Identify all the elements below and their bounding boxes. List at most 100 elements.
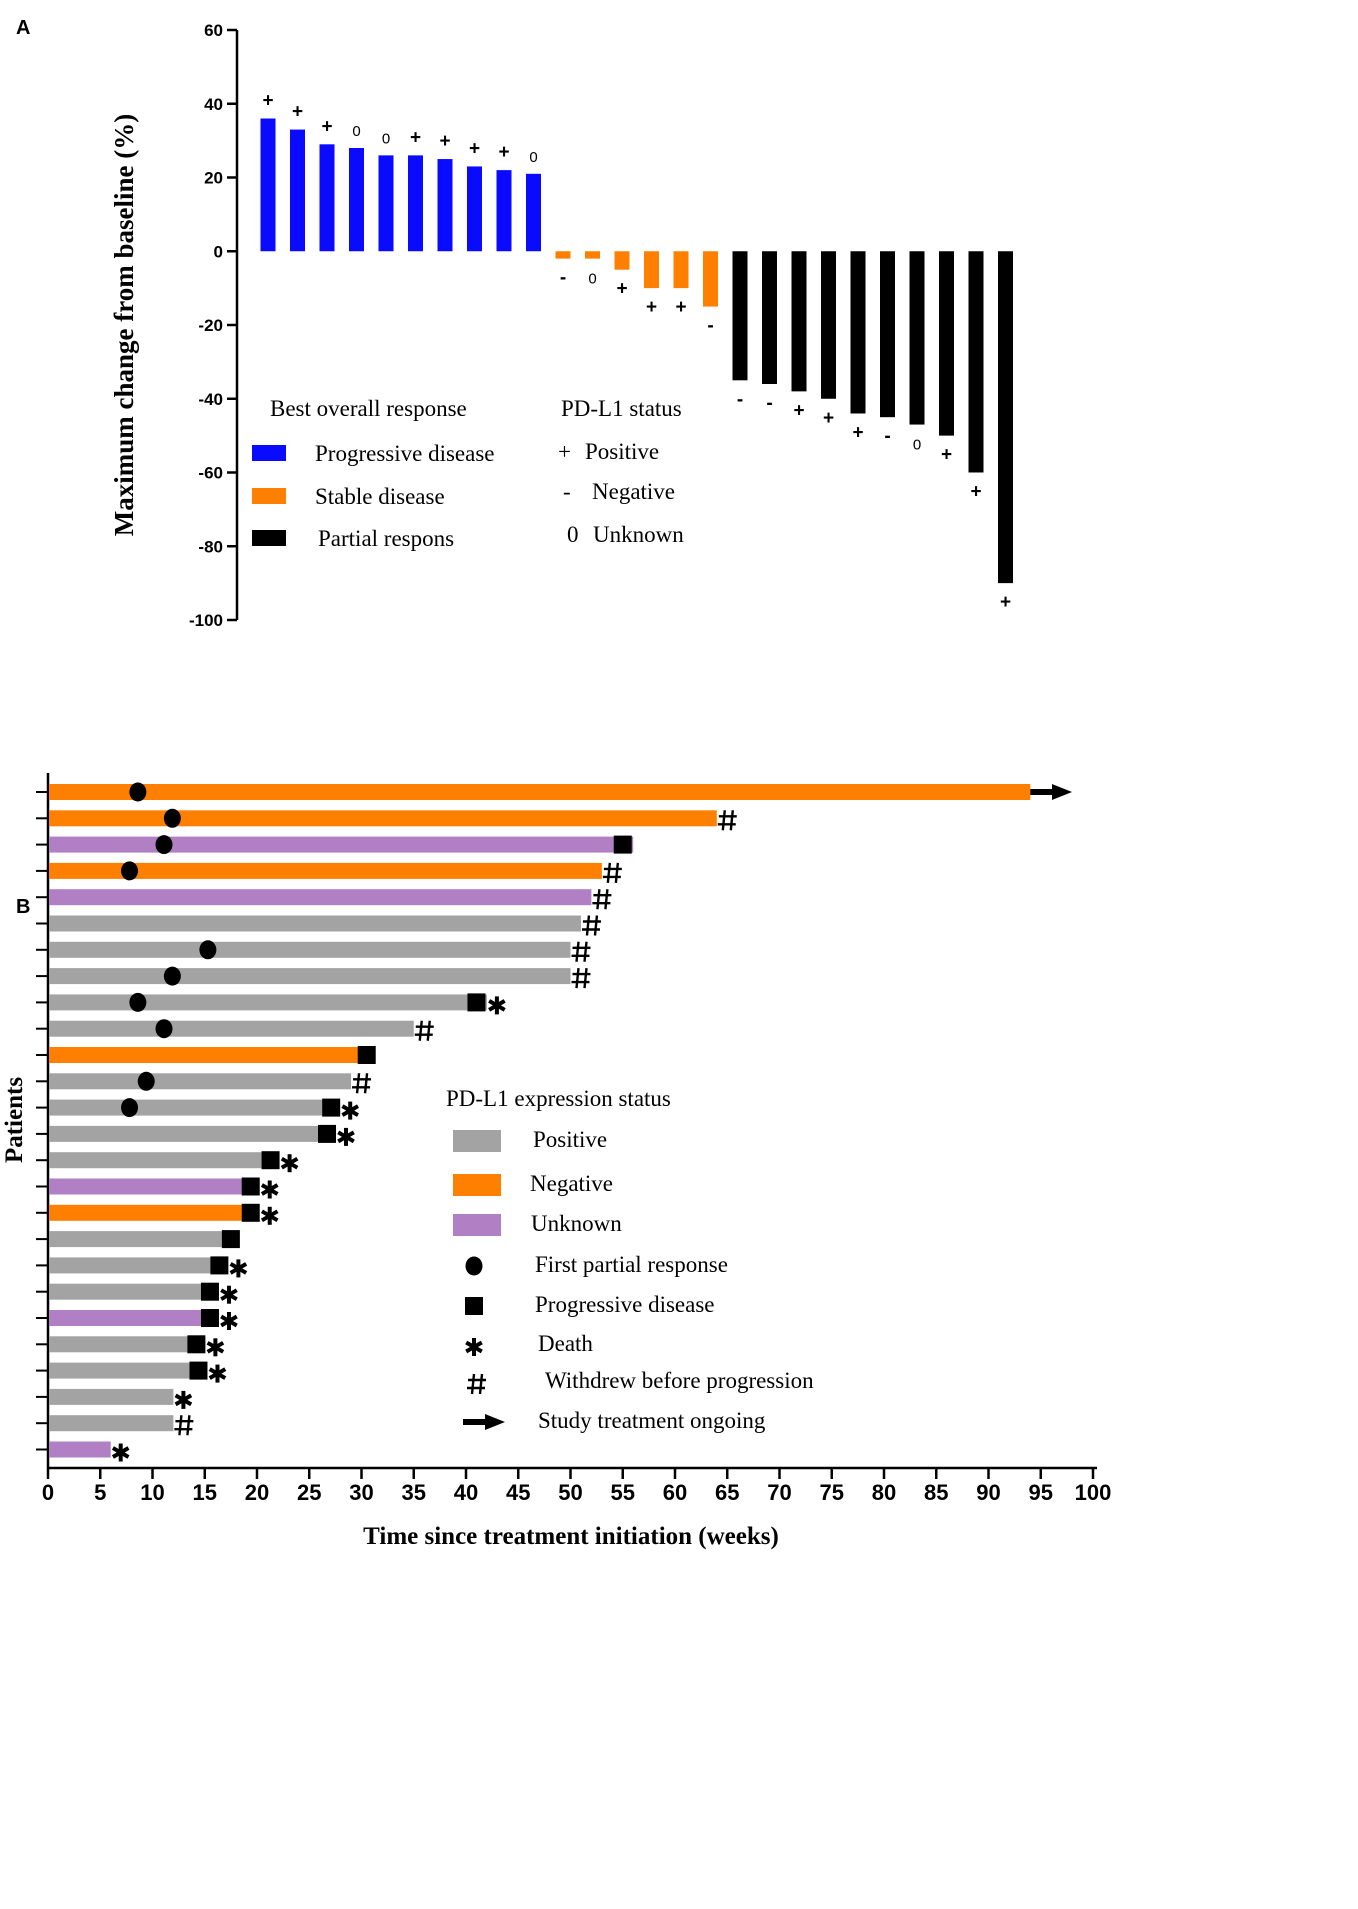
legend-label: Unknown [531, 1211, 622, 1236]
legend-swatch [453, 1214, 501, 1236]
pdl1-status-label: + [793, 400, 804, 421]
withdrew-marker [571, 941, 591, 962]
patient-bar [49, 1204, 247, 1221]
withdrew-marker [592, 889, 612, 910]
withdrew-marker-stroke [355, 1073, 361, 1094]
withdrew-marker [571, 967, 591, 989]
patient-bar [49, 1283, 205, 1300]
death-marker-stroke [174, 1393, 193, 1407]
first-response-marker [129, 782, 147, 802]
legend-swatch [453, 1174, 501, 1196]
withdrew-marker [467, 1373, 486, 1395]
progression-marker [241, 1203, 260, 1222]
x-tick-label: 55 [611, 1480, 635, 1505]
legend-response-label: Stable disease [315, 484, 445, 509]
withdrew-marker-stroke [585, 915, 591, 936]
pdl1-status-label: + [675, 297, 686, 318]
withdrew-marker-stroke [583, 967, 588, 989]
x-tick-label: 0 [42, 1480, 54, 1505]
patient-bar [49, 1362, 195, 1379]
patient-bar [49, 1257, 216, 1274]
pdl1-status-label: + [439, 131, 450, 152]
y-tick-label: -100 [189, 611, 223, 630]
x-axis-title: Time since treatment initiation (weeks) [363, 1523, 779, 1550]
y-tick-label: -80 [198, 537, 223, 556]
waterfall-chart: 60 40 20 0 -20 -40 -60 -80 -100 Maximum change fr… [109, 21, 1013, 630]
waterfall-bar [555, 251, 571, 259]
withdrew-marker-stroke [186, 1415, 191, 1436]
x-tick-label: 30 [349, 1480, 373, 1505]
death-marker-stroke [260, 1183, 279, 1196]
withdrew-marker-stroke [729, 810, 734, 831]
patient-bar [49, 1231, 226, 1248]
waterfall-bar [378, 155, 394, 252]
death-marker-stroke [111, 1446, 130, 1459]
patient-bar [49, 1310, 205, 1326]
legend-pdl1-label: Negative [592, 479, 675, 504]
x-tick-label: 25 [297, 1480, 321, 1505]
patient-bar [49, 1178, 247, 1195]
x-tick-label: 85 [924, 1480, 948, 1505]
withdrew-marker-stroke [593, 915, 599, 936]
waterfall-bar [850, 251, 866, 414]
withdrew-marker-stroke [596, 889, 601, 910]
progression-marker [357, 1046, 376, 1064]
pdl1-status-label: + [970, 482, 981, 503]
pdl1-status-label: + [498, 142, 509, 163]
x-tick-label: 100 [1075, 1480, 1112, 1505]
withdrew-marker-stroke [363, 1073, 369, 1094]
death-marker-stroke [208, 1367, 227, 1380]
progression-marker [200, 1282, 219, 1301]
death-marker-stroke [260, 1209, 279, 1223]
x-tick-label: 90 [976, 1480, 1000, 1505]
ongoing-arrow-head [1052, 784, 1072, 800]
legend-circle-icon [465, 1256, 483, 1276]
withdrew-marker-stroke [721, 810, 726, 831]
patient-bar [49, 915, 581, 932]
pdl1-status-label: + [1000, 592, 1011, 613]
patient-bar [49, 836, 634, 853]
x-tick-label: 60 [663, 1480, 687, 1505]
patient-bar [49, 1336, 195, 1353]
y-axis-title: Patients [1, 1077, 28, 1163]
patient-bar [49, 968, 571, 985]
death-marker-stroke [341, 1104, 359, 1117]
legend-label: Negative [530, 1171, 613, 1196]
pdl1-status-label: - [884, 426, 890, 447]
patient-bar [49, 1415, 174, 1432]
y-tick-label: -40 [198, 390, 223, 409]
first-response-marker [137, 1071, 155, 1091]
withdrew-marker-stroke [418, 1020, 423, 1041]
pdl1-status-label: 0 [382, 130, 390, 147]
pdl1-status-label: - [707, 316, 713, 337]
legend-square-icon [465, 1297, 483, 1315]
withdrew-marker [717, 810, 737, 831]
pdl1-status-label: + [469, 138, 480, 159]
progression-marker [189, 1361, 208, 1380]
pdl1-status-label: - [560, 268, 566, 289]
death-marker-stroke [220, 1288, 238, 1301]
legend-swatch [252, 530, 286, 546]
progression-marker [187, 1335, 206, 1354]
pdl1-status-label: 0 [352, 123, 360, 140]
death-marker [488, 996, 506, 1015]
legend-pdl1-symbol: - [563, 479, 571, 504]
death-marker [260, 1180, 279, 1199]
withdrew-marker [581, 915, 601, 936]
patient-bar [49, 1388, 174, 1405]
pdl1-status-label: + [823, 408, 834, 429]
pdl1-status-label: 0 [913, 437, 921, 454]
patient-bar [49, 862, 602, 879]
waterfall-bar [998, 251, 1013, 584]
legend-swatch [252, 488, 286, 504]
waterfall-bar [791, 251, 807, 392]
pdl1-status-label: 0 [529, 149, 537, 166]
x-tick-label: 45 [506, 1480, 530, 1505]
progression-marker [210, 1256, 229, 1275]
patient-bar [49, 1152, 268, 1169]
patient-bar [49, 994, 487, 1011]
death-marker-stroke [220, 1314, 238, 1328]
waterfall-bar [644, 251, 659, 289]
